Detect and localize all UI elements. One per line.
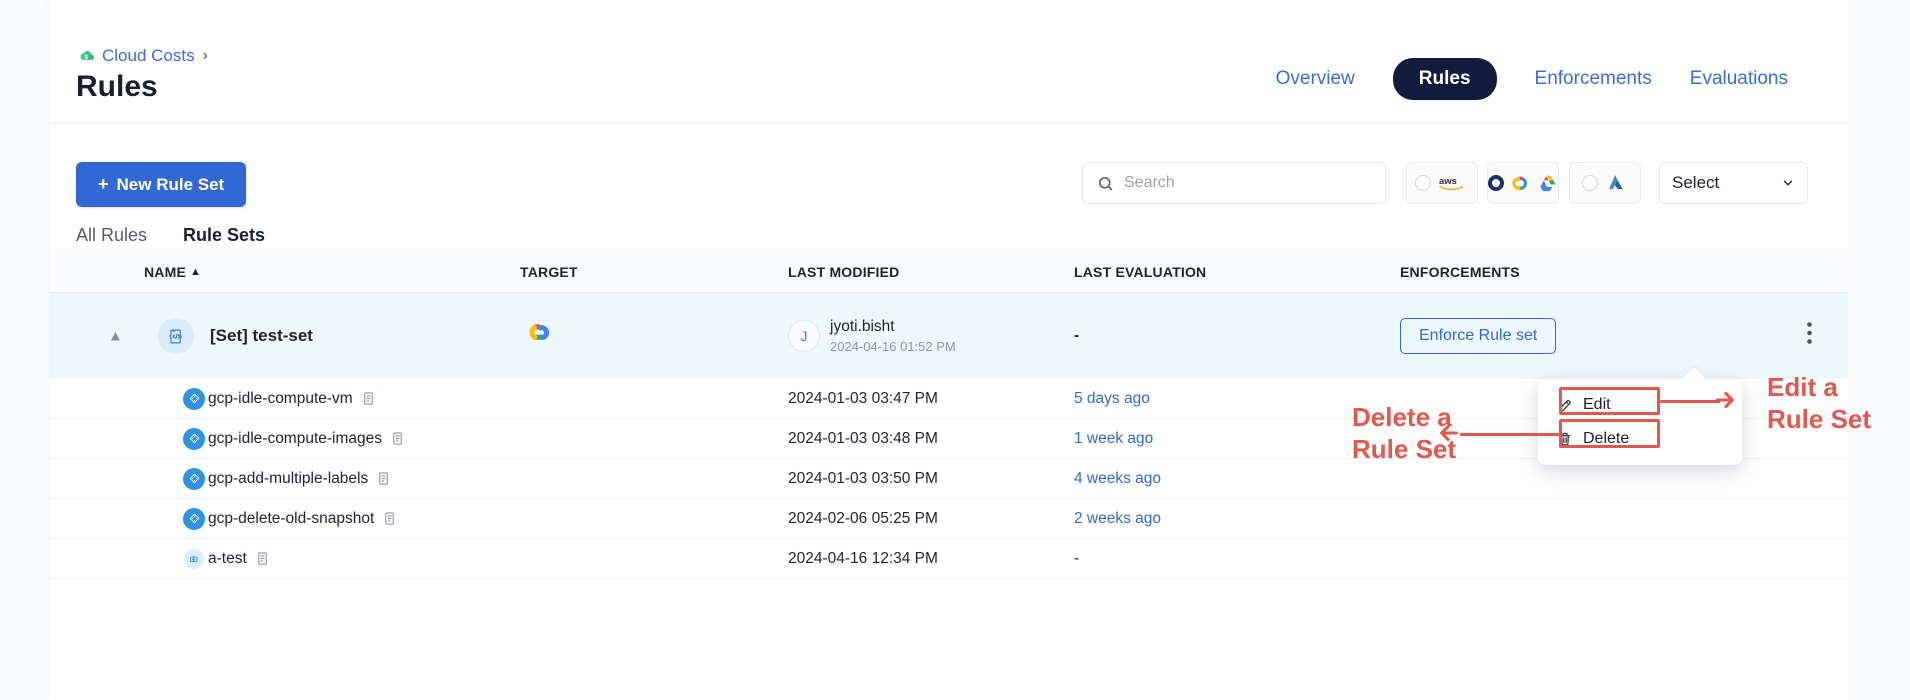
svg-text:aws: aws	[1439, 176, 1457, 187]
svg-text:$: $	[84, 54, 88, 61]
